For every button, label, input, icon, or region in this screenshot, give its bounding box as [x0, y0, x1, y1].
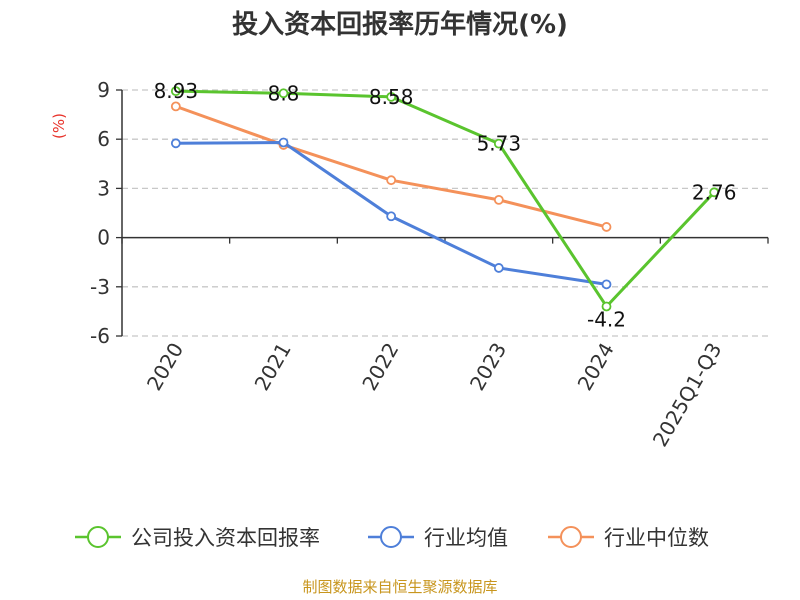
legend-marker-3 [560, 526, 582, 548]
x-tick-label: 2020 [142, 339, 188, 395]
data-label: 5.73 [477, 132, 522, 156]
data-point [601, 222, 612, 232]
legend-marker-2 [380, 526, 402, 548]
source-note: 制图数据来自恒生聚源数据库 [302, 578, 497, 596]
x-tick-label: 2021 [250, 339, 296, 395]
x-tick-label: 2023 [465, 339, 511, 395]
data-point [493, 263, 504, 273]
data-point [170, 138, 181, 149]
data-point [493, 138, 504, 149]
data-point [386, 91, 397, 102]
data-point [601, 301, 612, 312]
data-label: -4.2 [587, 307, 626, 331]
chart-title: 投入资本回报率历年情况(%) [232, 9, 568, 40]
legend-label-1: 公司投入资本回报率 [131, 526, 320, 550]
y-axis-unit: (%) [50, 113, 68, 139]
data-point [386, 175, 397, 186]
data-label: 8.8 [268, 81, 300, 105]
data-label: 8.58 [369, 85, 414, 109]
data-point [170, 101, 181, 112]
y-tick-label: 0 [97, 226, 110, 250]
data-point [709, 187, 720, 198]
data-point [493, 194, 504, 205]
data-point [170, 86, 181, 97]
y-tick-label: -3 [90, 275, 110, 299]
series-line-1 [175, 89, 716, 308]
data-label: 8.93 [154, 79, 199, 103]
y-tick-label: 9 [97, 78, 110, 102]
data-point [278, 137, 289, 148]
y-tick-label: 6 [97, 127, 110, 151]
data-point [278, 88, 289, 99]
legend: 公司投入资本回报率 行业均值 行业中位数 [75, 526, 709, 550]
data-label: 2.76 [692, 180, 737, 204]
y-tick-label: 3 [97, 176, 110, 200]
axes: 9 6 3 0 -3 -6 2020 2021 2022 2023 2024 2025Q1-Q3 [90, 78, 769, 451]
x-tick-label: 2024 [573, 339, 619, 395]
grid [122, 89, 768, 337]
legend-label-2: 行业均值 [424, 526, 508, 550]
x-tick-label: 2025Q1-Q3 [648, 339, 727, 451]
legend-marker-1 [87, 526, 109, 548]
data-point [601, 279, 612, 290]
series-group [170, 86, 720, 312]
data-labels: 8.93 8.8 8.58 5.73 -4.2 2.76 [154, 79, 737, 331]
y-tick-label: -6 [90, 324, 110, 348]
data-point [386, 211, 397, 222]
x-tick-label: 2022 [357, 339, 403, 395]
legend-label-3: 行业中位数 [604, 526, 709, 550]
